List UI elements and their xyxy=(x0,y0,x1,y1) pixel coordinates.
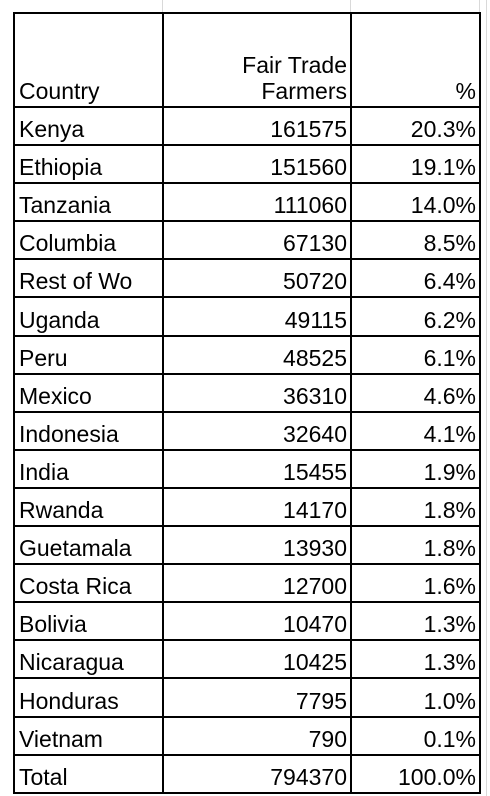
table-cell: 111060 xyxy=(164,184,352,223)
table-cell: 48525 xyxy=(164,336,352,375)
table-cell: 794370 xyxy=(164,755,352,794)
table-cell: Kenya xyxy=(15,108,164,147)
table-cell: Uganda xyxy=(15,298,164,337)
table-cell: 14170 xyxy=(164,488,352,528)
table-row: Bolivia 10470 1.3% xyxy=(15,603,481,642)
table-cell: 0.1% xyxy=(352,717,481,756)
table-row: Vietnam 790 0.1% xyxy=(15,717,481,756)
table-row: Columbia 67130 8.5% xyxy=(15,222,481,261)
table-cell: 1.8% xyxy=(352,527,481,566)
sheet-gridline xyxy=(479,0,480,12)
table-cell: 8.5% xyxy=(352,222,481,261)
table-cell: 790 xyxy=(164,717,352,756)
table-cell: Indonesia xyxy=(15,412,164,451)
table-row: Total 794370 100.0% xyxy=(15,755,481,794)
table-cell: 19.1% xyxy=(352,146,481,185)
table-row: Costa Rica 12700 1.6% xyxy=(15,565,481,604)
table-cell: Peru xyxy=(15,336,164,375)
table-cell: 151560 xyxy=(164,146,352,185)
table-cell: Nicaragua xyxy=(15,641,164,680)
table-row: Tanzania 111060 14.0% xyxy=(15,184,481,223)
table-cell: Bolivia xyxy=(15,603,164,642)
table-cell: 12700 xyxy=(164,565,352,604)
sheet-gridline xyxy=(350,0,351,12)
table-cell: 49115 xyxy=(164,298,352,337)
table-row: Indonesia 32640 4.1% xyxy=(15,412,481,451)
table-cell: 1.3% xyxy=(352,603,481,642)
table-cell: Tanzania xyxy=(15,184,164,223)
table-cell: 14.0% xyxy=(352,184,481,223)
table-row: Rwanda 14170 1.8% xyxy=(15,488,481,528)
table-cell: Honduras xyxy=(15,679,164,718)
sheet-gridline xyxy=(162,0,163,12)
table-cell: 6.4% xyxy=(352,260,481,299)
sheet-gridline xyxy=(486,0,487,796)
table-cell: 100.0% xyxy=(352,755,481,794)
table-row: Guetamala 13930 1.8% xyxy=(15,527,481,566)
table-row: Ethiopia 151560 19.1% xyxy=(15,146,481,185)
table-row: Mexico 36310 4.6% xyxy=(15,374,481,413)
table-cell: 161575 xyxy=(164,108,352,147)
header-cell: % xyxy=(352,14,481,108)
table-cell: Rwanda xyxy=(15,488,164,528)
table-row: Rest of Wo 50720 6.4% xyxy=(15,260,481,299)
table-cell: 10470 xyxy=(164,603,352,642)
table-cell: 36310 xyxy=(164,374,352,413)
header-cell: Fair Trade Farmers xyxy=(164,14,352,108)
table-row: Uganda 49115 6.2% xyxy=(15,298,481,337)
table-cell: 10425 xyxy=(164,641,352,680)
table-cell: Rest of Wo xyxy=(15,260,164,299)
table-cell: 4.6% xyxy=(352,374,481,413)
table-cell: 67130 xyxy=(164,222,352,261)
table-row: Nicaragua 10425 1.3% xyxy=(15,641,481,680)
table-cell: 6.1% xyxy=(352,336,481,375)
table-cell: Columbia xyxy=(15,222,164,261)
table-cell: Costa Rica xyxy=(15,565,164,604)
table-cell: 15455 xyxy=(164,450,352,489)
header-row: Country Fair Trade Farmers% xyxy=(15,14,481,108)
table-row: India 15455 1.9% xyxy=(15,450,481,489)
table-cell: 1.0% xyxy=(352,679,481,718)
table-row: Peru 48525 6.1% xyxy=(15,336,481,375)
table-cell: 1.3% xyxy=(352,641,481,680)
table-cell: 20.3% xyxy=(352,108,481,147)
table-cell: India xyxy=(15,450,164,489)
table-row: Kenya 161575 20.3% xyxy=(15,108,481,147)
table-cell: 6.2% xyxy=(352,298,481,337)
table-cell: Ethiopia xyxy=(15,146,164,185)
table-cell: Total xyxy=(15,755,164,794)
table-cell: 4.1% xyxy=(352,412,481,451)
spreadsheet-table: Country Fair Trade Farmers% Kenya 161575 20.… xyxy=(13,12,481,794)
table-cell: 1.8% xyxy=(352,488,481,528)
table-cell: 7795 xyxy=(164,679,352,718)
table-cell: Guetamala xyxy=(15,527,164,566)
table-cell: 1.6% xyxy=(352,565,481,604)
table-cell: Mexico xyxy=(15,374,164,413)
table-cell: 13930 xyxy=(164,527,352,566)
table-cell: 32640 xyxy=(164,412,352,451)
header-cell: Country xyxy=(15,14,164,108)
table-cell: Vietnam xyxy=(15,717,164,756)
table-row: Honduras 7795 1.0% xyxy=(15,679,481,718)
table-cell: 1.9% xyxy=(352,450,481,489)
table-cell: 50720 xyxy=(164,260,352,299)
